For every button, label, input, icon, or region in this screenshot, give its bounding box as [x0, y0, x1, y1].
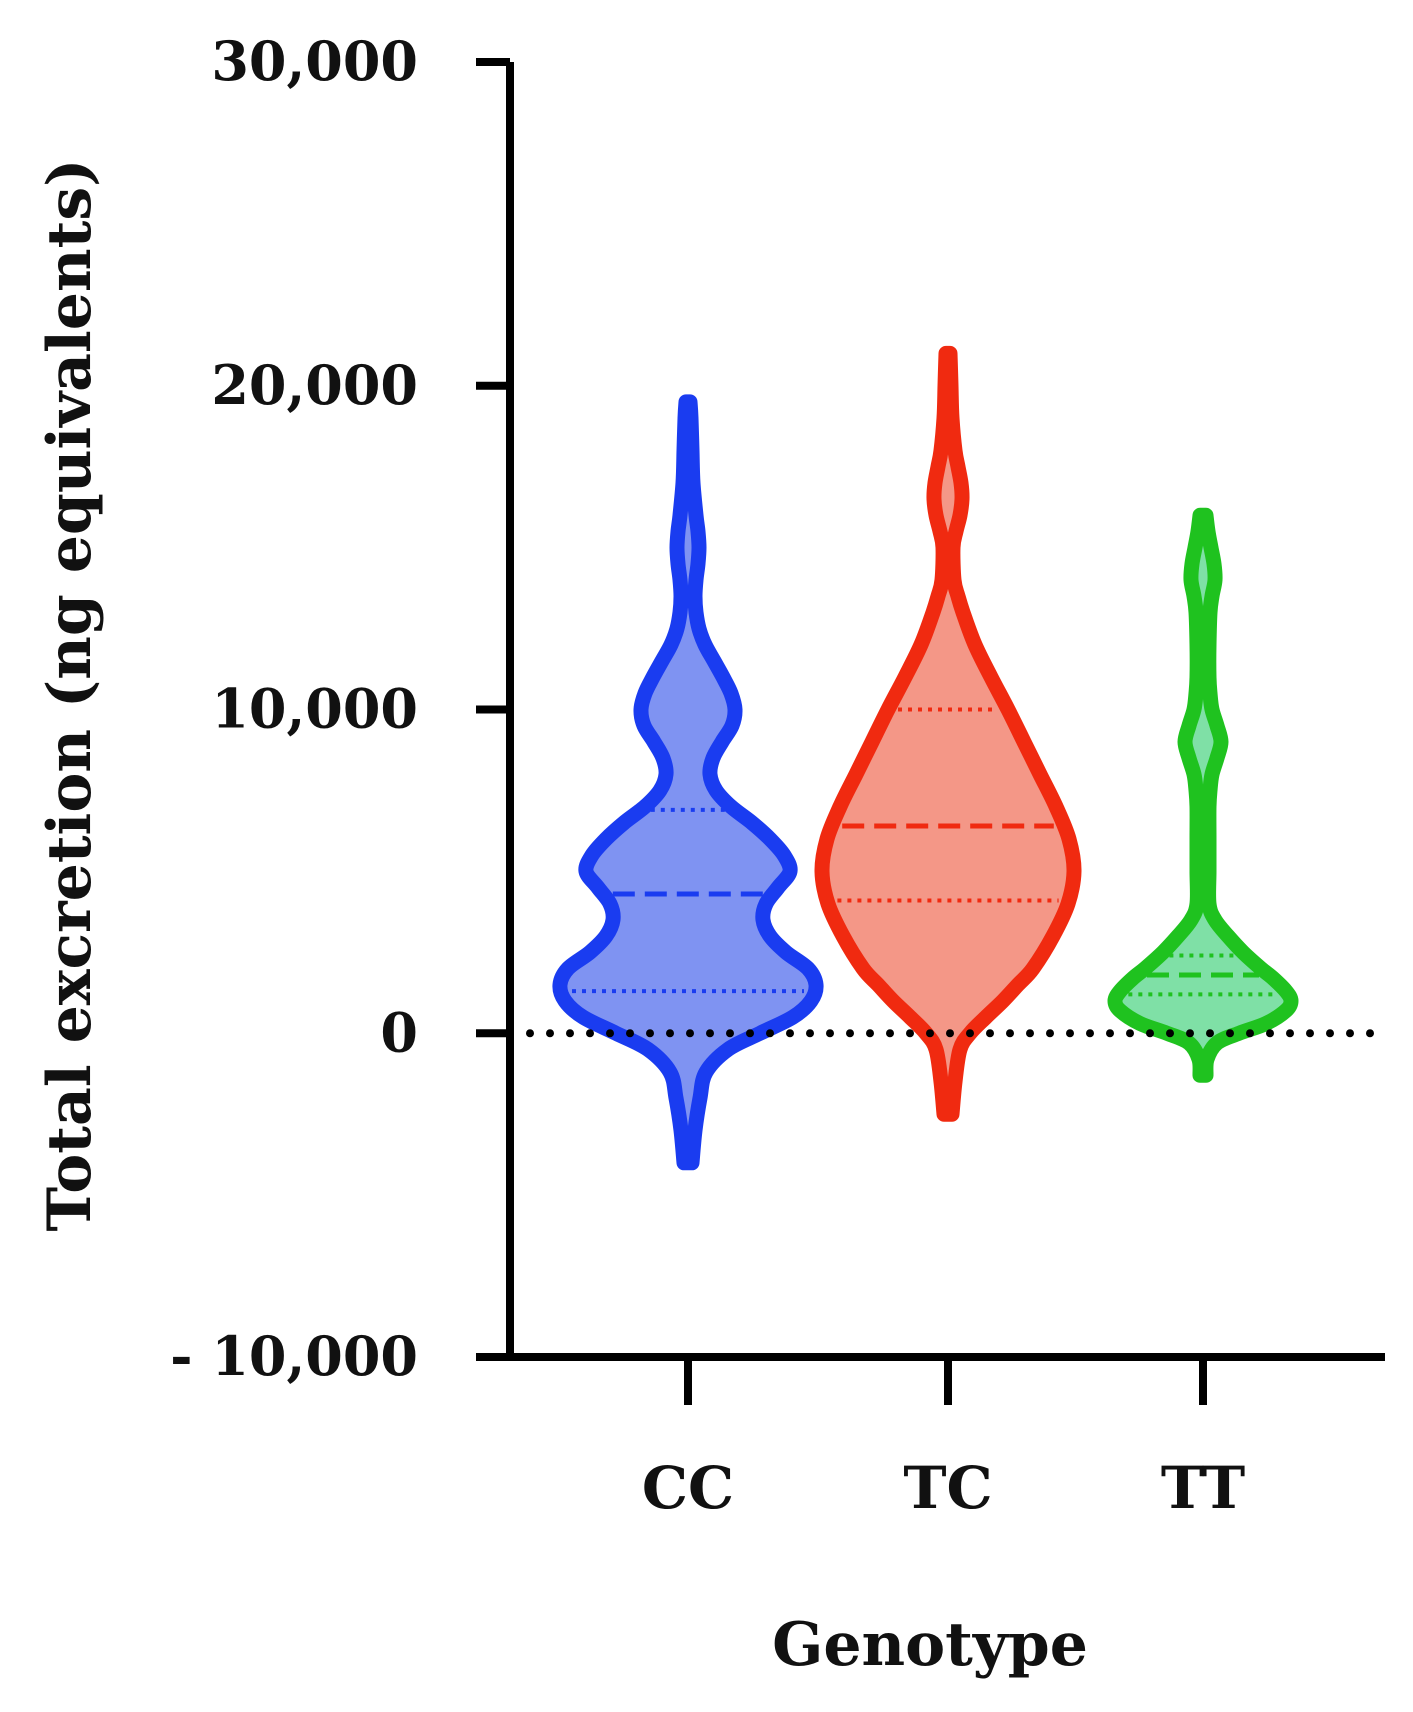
y-tick-label: 20,000	[211, 353, 418, 417]
violin-body	[814, 345, 1082, 1122]
x-tick-label: TT	[1161, 1454, 1245, 1522]
violin-tt	[1107, 507, 1299, 1083]
violins-layer	[552, 345, 1299, 1171]
x-axis-title: Genotype	[772, 1610, 1088, 1680]
x-tick-label: CC	[642, 1454, 734, 1522]
violin-cc	[552, 394, 824, 1171]
y-tick-label: - 10,000	[170, 1324, 418, 1388]
y-tick-label: 10,000	[211, 677, 418, 741]
violin-tc	[814, 345, 1082, 1122]
y-axis-title: Total excretion (ng equivalents)	[35, 159, 105, 1232]
violin-body	[552, 394, 824, 1171]
axes-layer: - 10,000 0 10,000 20,000 30,000 CC TC TT	[170, 29, 1385, 1522]
y-tick-label: 0	[380, 1000, 418, 1064]
x-tick-label: TC	[903, 1454, 992, 1522]
y-tick-label: 30,000	[211, 29, 418, 93]
violin-body	[1107, 507, 1299, 1083]
